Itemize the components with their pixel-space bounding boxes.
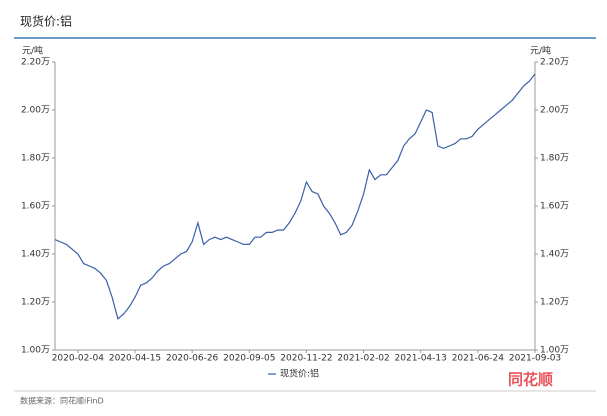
x-tick-label: 2020-06-26 (166, 354, 219, 364)
y2-axis-label: 元/吨 (530, 45, 551, 57)
y-tick-label: 1.00万 (21, 346, 50, 356)
x-tick-label: 2020-02-04 (52, 354, 105, 364)
price-line (54, 73, 536, 320)
y2-tick-label: 1.60万 (540, 202, 569, 212)
source: 数据来源：同花顺iFinD (20, 396, 104, 406)
y-tick-label: 1.40万 (21, 250, 50, 260)
x-tick-label: 2021-02-02 (337, 354, 389, 364)
y2-tick-label: 1.40万 (540, 250, 569, 260)
x-tick-label: 2020-09-05 (223, 354, 275, 364)
x-tick-label: 2021-06-24 (452, 354, 505, 364)
y2-tick-label: 2.00万 (540, 106, 569, 116)
y2-tick-label: 1.00万 (540, 346, 569, 356)
y-tick-label: 1.60万 (21, 202, 50, 212)
y-tick-label: 1.80万 (21, 154, 50, 164)
legend-label: 现货价:铝 (280, 368, 319, 380)
y-tick-label: 1.20万 (21, 298, 50, 308)
y2-tick-label: 1.80万 (540, 154, 569, 164)
y2-tick-label: 1.20万 (540, 298, 569, 308)
y-axis-label: 元/吨 (22, 45, 43, 57)
x-tick-label: 2020-11-22 (280, 354, 332, 364)
y-tick-label: 2.00万 (21, 106, 50, 116)
x-tick-label: 2020-04-15 (109, 354, 161, 364)
y-tick-label: 2.20万 (21, 58, 50, 68)
y2-tick-label: 2.20万 (540, 58, 569, 68)
x-tick-label: 2021-09-03 (509, 354, 561, 364)
chart-title: 现货价:铝 (20, 14, 72, 29)
x-tick-label: 2021-04-13 (395, 354, 447, 364)
watermark: 同花顺 (508, 371, 553, 389)
